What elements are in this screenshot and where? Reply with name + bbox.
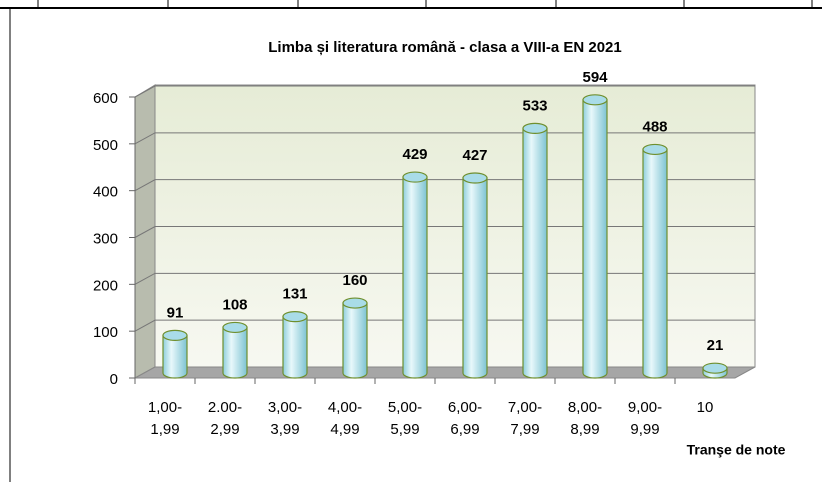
bar-top	[582, 94, 608, 106]
grid: 0 100 200 300 400 500 600	[93, 85, 755, 388]
bar-body	[522, 127, 548, 379]
bar-body	[282, 316, 308, 379]
bar	[642, 143, 668, 379]
bar-body	[402, 176, 428, 379]
bar-top	[522, 122, 548, 134]
x-tick-label: 4,00- 4,99	[327, 399, 363, 438]
grid-line	[134, 85, 755, 98]
bar-body	[462, 177, 488, 379]
chart-title: Limba și literatura română - clasa a VII…	[268, 39, 622, 56]
x-tick-label: 9,00- 9,99	[627, 399, 663, 438]
data-label: 21	[707, 337, 724, 354]
bar-top	[342, 297, 368, 309]
bar	[402, 171, 428, 379]
bar-top	[642, 143, 668, 156]
x-tick-label: 6,00- 6,99	[447, 399, 483, 438]
x-tick-label: 5,00- 5,99	[387, 399, 423, 438]
grid-line	[134, 132, 755, 145]
data-label: 427	[462, 147, 487, 164]
x-tick-label: 3,00- 3,99	[267, 399, 303, 438]
y-tick-label: 100	[93, 324, 118, 341]
data-label: 429	[402, 146, 427, 163]
x-tick-label: 7,00- 7,99	[507, 399, 543, 438]
bar-top	[462, 172, 488, 184]
x-axis-title: Tranşe de note	[687, 442, 786, 458]
grid-line	[134, 319, 755, 332]
bar	[162, 329, 188, 379]
data-label: 488	[642, 118, 667, 135]
y-tick-label: 400	[93, 184, 118, 201]
bar	[702, 362, 728, 379]
bar	[222, 321, 248, 379]
bar-body	[582, 99, 608, 379]
y-tick-label: 300	[93, 230, 118, 247]
bar-top	[222, 321, 248, 334]
bar-body	[342, 302, 368, 379]
bar	[282, 311, 308, 379]
data-label: 91	[167, 304, 184, 321]
bar-top	[162, 329, 188, 341]
bar-top	[402, 171, 428, 183]
grid-line	[134, 272, 755, 285]
data-label: 533	[522, 97, 547, 114]
data-label: 594	[582, 69, 608, 86]
x-tick-label: 2.00- 2,99	[207, 399, 243, 438]
y-tick-label: 0	[110, 371, 118, 388]
bar	[462, 172, 488, 379]
y-tick-label: 200	[93, 277, 118, 294]
grid-line	[134, 226, 755, 238]
grid-line	[134, 179, 755, 192]
bar	[582, 94, 608, 379]
bar-top	[702, 362, 728, 374]
bar-body	[222, 326, 248, 379]
data-label: 131	[282, 286, 307, 303]
bar	[342, 297, 368, 379]
bar	[522, 122, 548, 379]
y-tick-label: 500	[93, 137, 118, 154]
x-tick-label: 8,00- 8,99	[567, 399, 603, 438]
x-tick-label: 1,00- 1,99	[147, 399, 183, 438]
bar-body	[642, 148, 668, 379]
bar-body	[162, 334, 188, 379]
data-label: 108	[222, 296, 247, 313]
y-tick-label: 600	[93, 90, 118, 107]
marks: 91 108 131 160 429 427 533 594 488 21	[162, 69, 728, 379]
bar-top	[282, 311, 308, 323]
data-label: 160	[342, 272, 367, 289]
x-tick-label: 10	[696, 399, 714, 416]
